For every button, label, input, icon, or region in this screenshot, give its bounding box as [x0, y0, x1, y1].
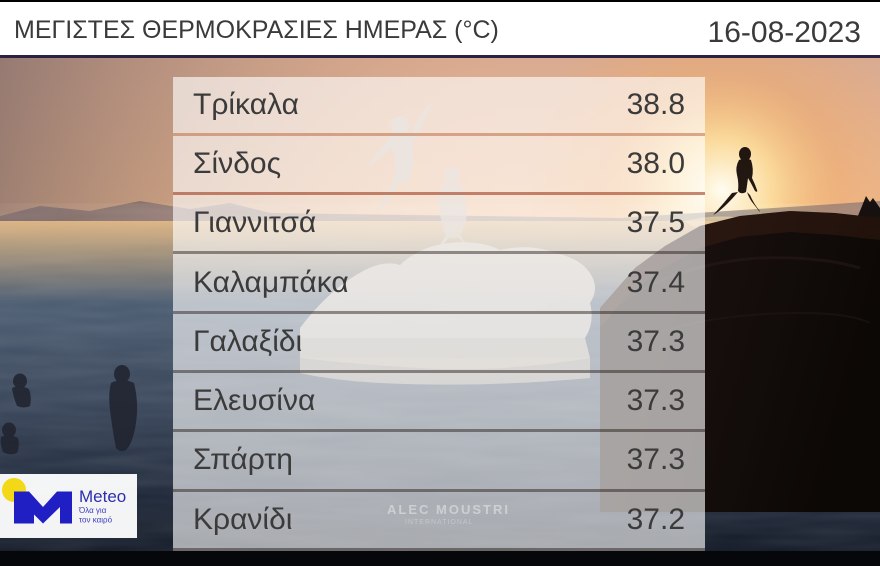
- svg-text:Meteo: Meteo: [79, 487, 126, 506]
- svg-text:τον καιρό: τον καιρό: [79, 516, 113, 525]
- svg-text:Όλα για: Όλα για: [78, 506, 107, 515]
